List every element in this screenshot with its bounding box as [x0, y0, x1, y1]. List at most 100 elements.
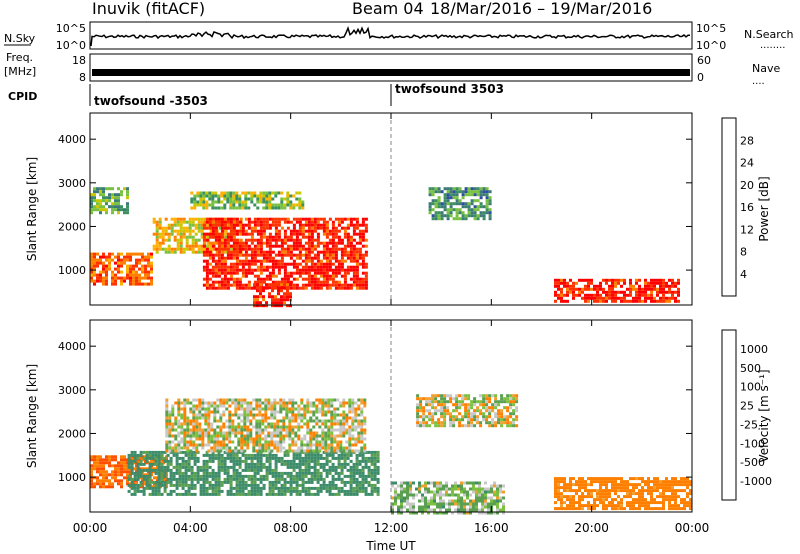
data-cell: [273, 410, 277, 414]
data-cell: [217, 238, 221, 242]
data-cell: [222, 398, 226, 402]
data-cell: [205, 465, 209, 469]
data-cell: [313, 247, 317, 251]
data-cell: [487, 511, 490, 515]
data-cell: [256, 304, 259, 308]
data-cell: [294, 425, 298, 429]
data-cell: [316, 280, 320, 284]
data-cell: [554, 290, 557, 294]
data-cell: [286, 200, 290, 204]
data-cell: [334, 244, 338, 248]
data-cell: [226, 468, 230, 472]
data-cell: [213, 416, 217, 420]
data-cell: [135, 482, 138, 486]
data-cell: [253, 268, 257, 272]
data-cell: [150, 264, 153, 268]
data-cell: [289, 471, 293, 475]
data-cell: [243, 437, 247, 441]
data-cell: [223, 274, 227, 278]
data-cell: [307, 268, 311, 272]
data-cell: [310, 459, 314, 463]
data-cell: [120, 455, 123, 459]
data-cell: [155, 223, 159, 227]
data-cell: [493, 493, 496, 497]
data-cell: [316, 244, 320, 248]
data-cell: [243, 443, 247, 447]
data-cell: [226, 250, 230, 254]
data-cell: [238, 459, 242, 463]
data-cell: [163, 465, 167, 469]
data-cell: [241, 271, 245, 275]
data-cell: [460, 502, 463, 506]
data-cell: [217, 223, 221, 227]
data-cell: [593, 293, 596, 297]
data-cell: [133, 483, 137, 487]
data-cell: [267, 404, 271, 408]
data-cell: [283, 453, 287, 457]
data-cell: [229, 232, 233, 236]
data-cell: [180, 425, 184, 429]
data-cell: [129, 482, 132, 486]
data-cell: [165, 407, 169, 411]
data-cell: [171, 407, 175, 411]
data-cell: [300, 413, 304, 417]
data-cell: [473, 415, 477, 419]
data-cell: [295, 486, 299, 490]
data-cell: [482, 415, 486, 419]
data-cell: [160, 480, 164, 484]
data-cell: [476, 187, 480, 191]
data-cell: [321, 443, 325, 447]
data-cell: [310, 220, 314, 224]
data-cell: [276, 410, 280, 414]
data-cell: [141, 270, 144, 274]
data-cell: [126, 211, 129, 215]
data-cell: [199, 477, 203, 481]
data-cell: [267, 443, 271, 447]
data-cell: [200, 250, 204, 254]
data-cell: [446, 409, 450, 413]
data-cell: [460, 499, 463, 503]
data-cell: [512, 418, 516, 422]
data-cell: [247, 265, 251, 269]
data-cell: [217, 459, 221, 463]
data-cell: [557, 483, 560, 487]
data-cell: [324, 401, 328, 405]
data-cell: [349, 480, 353, 484]
data-cell: [184, 489, 188, 493]
data-cell: [470, 190, 474, 194]
data-cell: [198, 401, 202, 405]
data-cell: [253, 256, 257, 260]
data-cell: [339, 419, 343, 423]
data-cell: [223, 244, 227, 248]
data-cell: [443, 397, 447, 401]
data-cell: [270, 416, 274, 420]
data-cell: [443, 409, 447, 413]
data-cell: [185, 241, 189, 245]
data-cell: [304, 474, 308, 478]
data-cell: [202, 191, 206, 195]
data-cell: [265, 471, 269, 475]
data-cell: [322, 456, 326, 460]
data-cell: [177, 440, 181, 444]
data-cell: [136, 462, 140, 466]
data-cell: [217, 286, 221, 290]
data-cell: [235, 256, 239, 260]
data-cell: [114, 458, 117, 462]
data-cell: [279, 431, 283, 435]
data-cell: [214, 489, 218, 493]
data-cell: [647, 284, 650, 288]
data-cell: [133, 471, 137, 475]
data-cell: [199, 203, 203, 207]
data-cell: [446, 196, 450, 200]
data-cell: [111, 270, 114, 274]
data-cell: [232, 474, 236, 478]
data-cell: [306, 431, 310, 435]
data-cell: [261, 446, 265, 450]
data-cell: [240, 431, 244, 435]
data-region-3: [416, 394, 519, 428]
data-region-0: [90, 252, 153, 286]
data-cell: [424, 481, 427, 485]
data-cell: [425, 424, 429, 428]
data-cell: [315, 434, 319, 438]
data-cell: [150, 276, 153, 280]
